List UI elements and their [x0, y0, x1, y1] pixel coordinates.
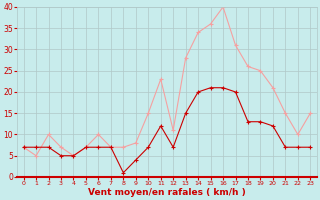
X-axis label: Vent moyen/en rafales ( km/h ): Vent moyen/en rafales ( km/h )	[88, 188, 246, 197]
